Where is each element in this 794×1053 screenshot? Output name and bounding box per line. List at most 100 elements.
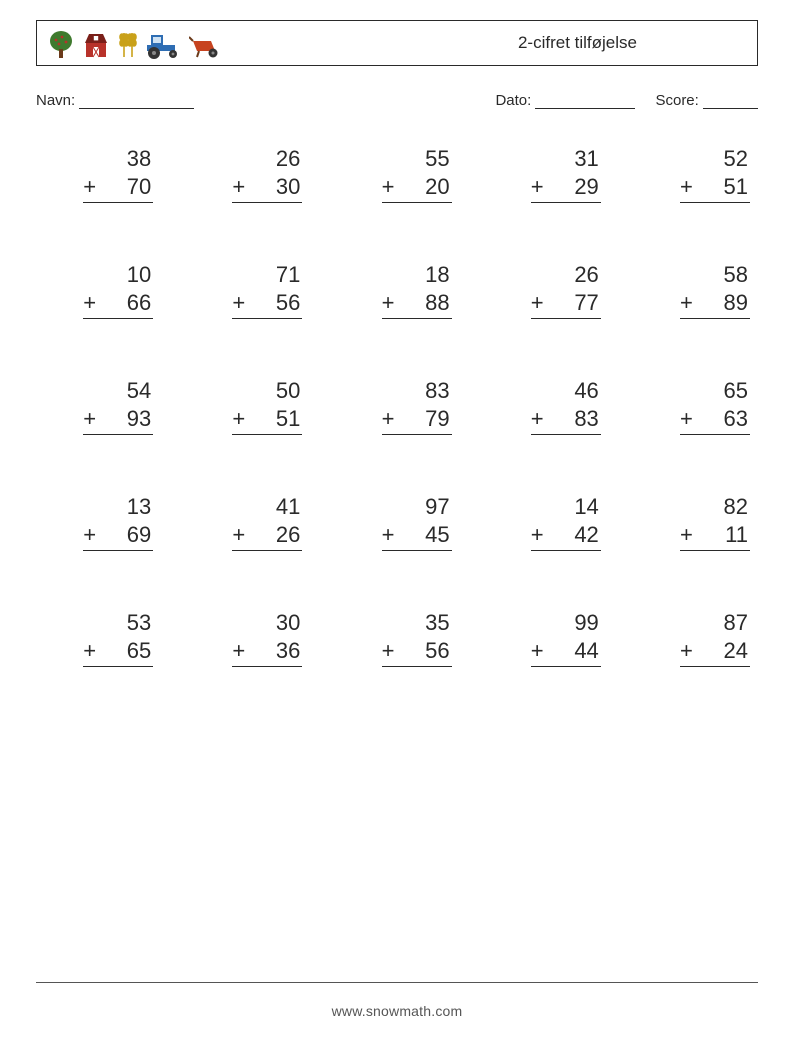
wheat-icon — [117, 27, 139, 59]
problem: 18+88 — [382, 261, 452, 319]
problem: 71+56 — [232, 261, 302, 319]
addend-bottom: +56 — [382, 637, 452, 668]
problem: 38+70 — [83, 145, 153, 203]
operator: + — [382, 637, 395, 665]
meta-row: Navn: Dato: Score: — [36, 92, 758, 109]
addend-bottom: +42 — [531, 521, 601, 552]
addend-bottom: +36 — [232, 637, 302, 668]
date-blank[interactable] — [535, 95, 635, 109]
addend-top: 30 — [232, 609, 302, 637]
tractor-icon — [145, 31, 183, 59]
addend-top: 82 — [680, 493, 750, 521]
addend-bottom: +77 — [531, 289, 601, 320]
problem: 58+89 — [680, 261, 750, 319]
score-blank[interactable] — [703, 95, 758, 109]
addend-bottom: +24 — [680, 637, 750, 668]
header-box: 2-cifret tilføjelse — [36, 20, 758, 66]
operator: + — [382, 289, 395, 317]
barn-icon — [81, 29, 111, 59]
addend-bottom: +89 — [680, 289, 750, 320]
addend-bottom: +56 — [232, 289, 302, 320]
operator: + — [680, 521, 693, 549]
problem: 55+20 — [382, 145, 452, 203]
problem: 53+65 — [83, 609, 153, 667]
addend-bottom: +51 — [232, 405, 302, 436]
operator: + — [83, 173, 96, 201]
addend-bottom: +20 — [382, 173, 452, 204]
addend-top: 13 — [83, 493, 153, 521]
addend-top: 55 — [382, 145, 452, 173]
problem: 50+51 — [232, 377, 302, 435]
addend-bottom: +70 — [83, 173, 153, 204]
addend-top: 71 — [232, 261, 302, 289]
problem: 10+66 — [83, 261, 153, 319]
addend-bottom: +44 — [531, 637, 601, 668]
addend-bottom: +30 — [232, 173, 302, 204]
tree-icon — [47, 29, 75, 59]
operator: + — [232, 289, 245, 317]
operator: + — [232, 173, 245, 201]
addend-top: 50 — [232, 377, 302, 405]
addend-top: 46 — [531, 377, 601, 405]
operator: + — [680, 173, 693, 201]
score-label: Score: — [655, 92, 698, 109]
problem: 99+44 — [531, 609, 601, 667]
wheelbarrow-icon — [189, 31, 223, 59]
operator: + — [382, 405, 395, 433]
addend-top: 54 — [83, 377, 153, 405]
addend-top: 38 — [83, 145, 153, 173]
operator: + — [382, 173, 395, 201]
addend-bottom: +45 — [382, 521, 452, 552]
header-icons — [47, 27, 223, 59]
operator: + — [531, 637, 544, 665]
addend-top: 35 — [382, 609, 452, 637]
problem: 30+36 — [232, 609, 302, 667]
operator: + — [680, 405, 693, 433]
operator: + — [680, 289, 693, 317]
name-blank[interactable] — [79, 95, 194, 109]
addend-top: 14 — [531, 493, 601, 521]
problem: 65+63 — [680, 377, 750, 435]
addend-bottom: +29 — [531, 173, 601, 204]
addend-bottom: +88 — [382, 289, 452, 320]
addend-top: 97 — [382, 493, 452, 521]
operator: + — [531, 521, 544, 549]
problem: 13+69 — [83, 493, 153, 551]
footer-text: www.snowmath.com — [0, 1003, 794, 1019]
operator: + — [531, 405, 544, 433]
addend-top: 87 — [680, 609, 750, 637]
operator: + — [83, 521, 96, 549]
operator: + — [382, 521, 395, 549]
addend-bottom: +69 — [83, 521, 153, 552]
addend-bottom: +51 — [680, 173, 750, 204]
worksheet-title: 2-cifret tilføjelse — [518, 33, 747, 53]
addend-bottom: +65 — [83, 637, 153, 668]
problem: 52+51 — [680, 145, 750, 203]
addend-top: 52 — [680, 145, 750, 173]
operator: + — [232, 521, 245, 549]
date-label: Dato: — [495, 92, 531, 109]
problem: 26+77 — [531, 261, 601, 319]
name-label: Navn: — [36, 92, 75, 109]
addend-top: 31 — [531, 145, 601, 173]
addend-bottom: +93 — [83, 405, 153, 436]
operator: + — [232, 405, 245, 433]
addend-top: 10 — [83, 261, 153, 289]
operator: + — [232, 637, 245, 665]
operator: + — [531, 173, 544, 201]
problem: 35+56 — [382, 609, 452, 667]
problem: 83+79 — [382, 377, 452, 435]
problem: 82+11 — [680, 493, 750, 551]
addend-top: 53 — [83, 609, 153, 637]
problem: 54+93 — [83, 377, 153, 435]
addend-bottom: +63 — [680, 405, 750, 436]
addend-bottom: +11 — [680, 521, 750, 552]
addend-top: 26 — [232, 145, 302, 173]
operator: + — [83, 405, 96, 433]
problem: 31+29 — [531, 145, 601, 203]
addend-top: 41 — [232, 493, 302, 521]
operator: + — [680, 637, 693, 665]
problem: 26+30 — [232, 145, 302, 203]
addend-top: 65 — [680, 377, 750, 405]
operator: + — [83, 637, 96, 665]
